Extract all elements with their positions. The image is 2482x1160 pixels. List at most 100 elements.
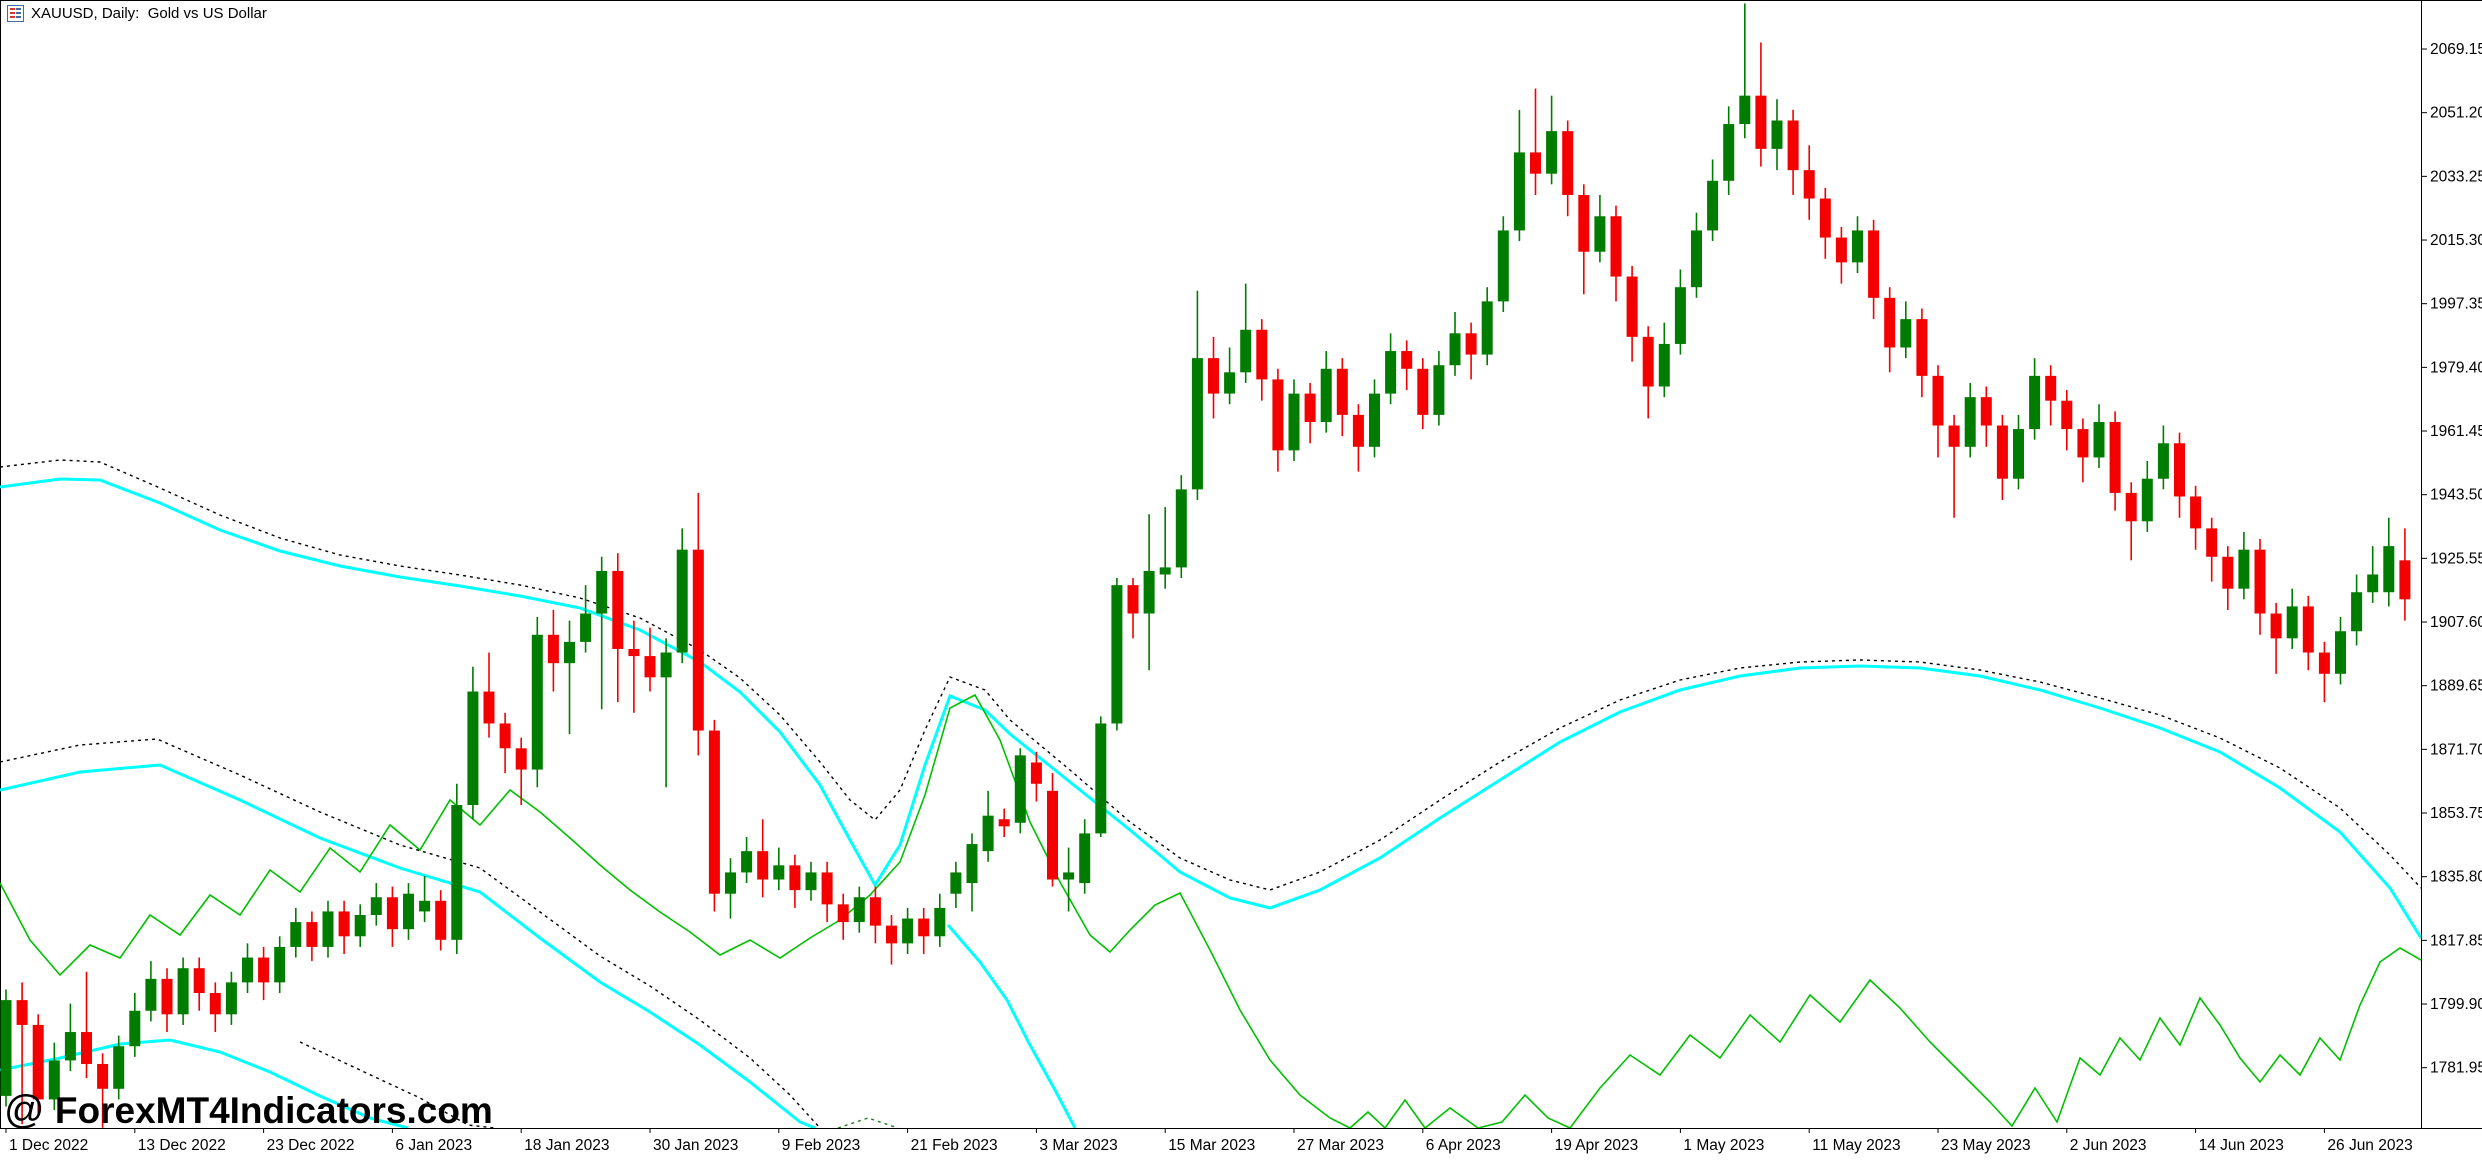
candle-bull	[177, 957, 189, 1025]
candle-bull	[1900, 301, 1912, 359]
candle-bear	[1127, 578, 1139, 639]
price-axis-label: 1997.35	[2430, 296, 2482, 313]
candle-bear	[499, 712, 511, 774]
candle-bear	[1562, 120, 1574, 217]
candlestick-chart-icon	[7, 5, 24, 22]
price-axis[interactable]: 2069.15 2051.20 2033.25 2015.30 1997.35 1979.…	[2421, 41, 2482, 1077]
chart-title: XAUUSD, Daily: Gold vs US Dollar	[31, 5, 267, 22]
candle-bull	[2029, 358, 2041, 440]
price-axis-label: 1799.90	[2430, 996, 2482, 1013]
candle-bull	[48, 1042, 60, 1111]
time-axis-label: 14 Jun 2023	[2199, 1137, 2284, 1154]
time-axis-label: 6 Apr 2023	[1426, 1137, 1501, 1154]
candle-bear	[2109, 411, 2121, 511]
candle-bear	[2206, 517, 2218, 582]
candle-bear	[1868, 219, 1880, 320]
candle-bear	[1272, 368, 1284, 472]
candle-bull	[145, 961, 157, 1022]
candle-bull	[1433, 351, 1445, 426]
candle-bear	[2125, 482, 2137, 561]
time-axis-label: 6 Jan 2023	[395, 1137, 472, 1154]
candle-bull	[1852, 216, 1863, 274]
candle-bear	[2254, 539, 2266, 635]
candle-bull	[1079, 819, 1091, 894]
candle-bull	[467, 666, 479, 820]
candle-bull	[1143, 514, 1155, 671]
watermark-text: ForexMT4Indicators.com	[54, 1090, 493, 1131]
candle-bear	[1787, 109, 1799, 195]
candle-bear	[209, 982, 221, 1033]
candle-bull	[2093, 404, 2105, 469]
price-axis-label: 2033.25	[2430, 168, 2482, 185]
candle-bear	[97, 1053, 109, 1128]
price-axis-label: 1907.60	[2430, 614, 2482, 631]
candle-bull	[564, 620, 575, 735]
candle-bull	[2367, 546, 2379, 603]
candle-bear	[821, 861, 833, 923]
candle-bear	[1884, 287, 1896, 373]
time-axis-label: 3 Mar 2023	[1039, 1137, 1117, 1154]
candles-layer	[0, 3, 2411, 1128]
time-axis-label: 23 Dec 2022	[267, 1137, 355, 1154]
price-axis-label: 1889.65	[2430, 678, 2482, 695]
time-axis-label: 1 May 2023	[1683, 1137, 1764, 1154]
candle-bear	[692, 492, 704, 756]
candle-bull	[2351, 574, 2363, 646]
lower-band-dotted	[299, 1041, 496, 1128]
candle-bull	[725, 858, 736, 919]
mid-band-cyan-right-fragment	[946, 924, 1077, 1128]
candle-bear	[1256, 319, 1268, 401]
candle-bear	[1948, 414, 1960, 518]
time-axis-label: 30 Jan 2023	[653, 1137, 738, 1154]
price-axis-label: 1817.85	[2430, 932, 2482, 949]
candle-bull	[1385, 333, 1397, 405]
time-axis-label: 2 Jun 2023	[2070, 1137, 2147, 1154]
candle-bull	[2286, 588, 2298, 649]
candle-bear	[435, 890, 447, 951]
candle-bear	[32, 1014, 44, 1118]
watermark: @ ForexMT4Indicators.com	[4, 1088, 493, 1133]
candle-bull	[354, 904, 366, 947]
candle-bull	[274, 936, 286, 994]
candle-bull	[1063, 847, 1075, 912]
candle-bear	[1932, 365, 1944, 458]
candle-bear	[386, 886, 398, 947]
candle-bear	[1336, 358, 1348, 437]
candle-bear	[306, 911, 318, 962]
time-axis[interactable]: 1 Dec 2022 13 Dec 2022 23 Dec 2022 6 Jan 20…	[5, 1128, 2413, 1154]
price-axis-label: 1781.95	[2430, 1060, 2482, 1077]
fast-green-line	[0, 693, 2421, 1128]
candle-bull	[419, 875, 431, 923]
candle-bear	[193, 957, 205, 1011]
candle-bull	[1288, 379, 1300, 461]
candle-bear	[16, 982, 28, 1125]
candle-bear	[628, 620, 640, 713]
mid-band-dotted	[0, 738, 821, 1128]
price-axis-label: 1961.45	[2430, 423, 2482, 440]
candle-bull	[2383, 517, 2395, 607]
price-axis-label: 1871.70	[2430, 741, 2482, 758]
candle-bear	[1610, 205, 1622, 302]
candle-bull	[1014, 748, 1026, 834]
candle-bull	[596, 556, 608, 710]
candle-bull	[1191, 290, 1203, 501]
chart-frame	[0, 0, 2482, 1129]
candle-bull	[1369, 379, 1380, 458]
candle-bear	[1755, 42, 1767, 167]
time-axis-label: 15 Mar 2023	[1168, 1137, 1255, 1154]
candle-bull	[2157, 425, 2169, 490]
candle-bear	[998, 808, 1010, 837]
price-axis-label: 2069.15	[2430, 41, 2482, 58]
price-axis-label: 1979.40	[2430, 359, 2482, 376]
candle-bull	[113, 1035, 125, 1100]
candle-bear	[1047, 773, 1058, 887]
candle-bear	[1208, 336, 1219, 419]
candle-bear	[757, 819, 769, 898]
candle-bear	[1803, 145, 1815, 220]
candle-bear	[2061, 390, 2073, 451]
candle-bull	[741, 836, 753, 884]
candle-bear	[2302, 595, 2314, 671]
candle-bear	[1401, 340, 1413, 391]
candle-bull	[2335, 617, 2346, 685]
